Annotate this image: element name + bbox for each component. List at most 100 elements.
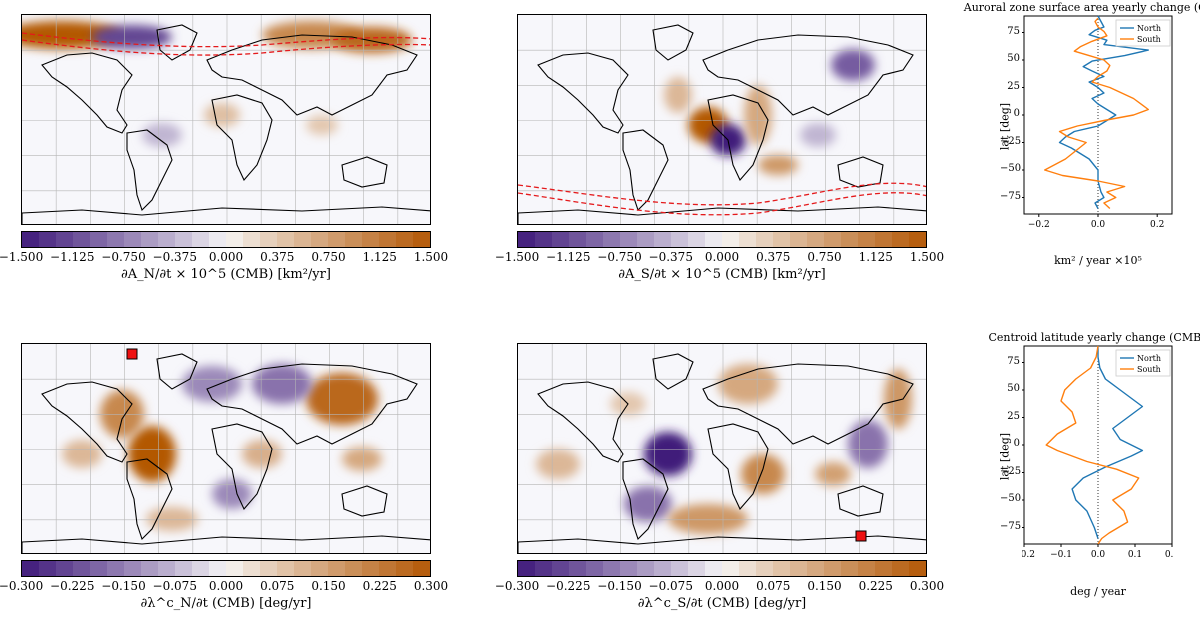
field-blob [744, 85, 772, 145]
colorbar-tick-as-8: 1.500 [909, 250, 945, 264]
colorbar-tick-as-4: 0.000 [704, 250, 740, 264]
coastlines [518, 353, 926, 553]
y-tick-label: 25 [1007, 410, 1020, 422]
y-tick-label: −75 [1000, 190, 1022, 202]
coastline [652, 353, 694, 390]
graticule [518, 15, 926, 224]
field-an [22, 21, 412, 147]
coastline [126, 129, 173, 212]
x-tick-label: 0.0 [1091, 220, 1106, 230]
coastline [537, 381, 629, 463]
coastlines [22, 353, 430, 553]
coastline [707, 423, 769, 511]
colorbar-tick-an-5: 0.375 [260, 250, 295, 264]
profile-area-xlabel: km² / year ×10⁵ [1054, 254, 1142, 267]
colorbar-tick-ln-3: −0.075 [152, 579, 197, 593]
colorbar-tick-as-0: −1.500 [494, 250, 540, 264]
series-line-south [1044, 17, 1150, 210]
colorbar-label-ls: ∂λ^c_S/∂t (CMB) [deg/yr] [637, 596, 807, 611]
map-as [517, 14, 927, 225]
coastline [22, 535, 430, 553]
coastline [156, 24, 198, 61]
colorbar-tick-ls-3: −0.075 [648, 579, 693, 593]
y-tick-label: −25 [1000, 465, 1022, 477]
y-tick-label: 75 [1007, 25, 1020, 37]
field-blob [758, 155, 798, 175]
colorbar-tick-as-1: −1.125 [546, 250, 591, 264]
series-line-north [1071, 346, 1144, 539]
colorbar-tick-ls-7: 0.225 [858, 579, 893, 593]
field-blob [332, 27, 412, 53]
colorbar-tick-an-6: 0.750 [311, 250, 346, 264]
coastline [341, 485, 388, 517]
y-tick-label: −50 [1000, 163, 1022, 174]
field-blob [204, 103, 240, 127]
field-blob [884, 369, 912, 429]
x-tick-label: 0.2 [1150, 220, 1164, 230]
colorbar-tick-ln-4: 0.000 [208, 579, 244, 593]
field-blob [306, 373, 378, 425]
field-blob [664, 77, 692, 113]
map-ls [517, 343, 927, 554]
coastline [156, 353, 198, 390]
coastline [41, 381, 133, 463]
coastline [652, 24, 694, 61]
coastline [211, 423, 273, 511]
field-blob [848, 420, 888, 468]
y-tick-label: 0 [1013, 108, 1020, 119]
profile-area-plot: −0.2 0.0 0.2 North South [1022, 15, 1173, 230]
colorbar-tick-an-8: 1.500 [413, 250, 449, 264]
y-tick-label: 50 [1007, 383, 1020, 394]
profile-centroid-ylabel: lat [deg] [998, 432, 1012, 481]
y-tick-label: 75 [1007, 355, 1020, 367]
y-tick-label: 50 [1007, 53, 1020, 64]
y-tick-label: −25 [1000, 135, 1022, 147]
y-tick-label: 0 [1013, 438, 1020, 449]
coastline [702, 34, 914, 116]
field-blob [741, 454, 785, 494]
map-as-canvas [518, 15, 926, 224]
colorbar-tick-ln-7: 0.225 [362, 579, 397, 593]
coastline [211, 94, 273, 182]
coastline [22, 206, 430, 224]
colorbar-ls [517, 560, 927, 577]
colorbar-tick-as-3: −0.375 [648, 250, 693, 264]
colorbar-tick-an-3: −0.375 [152, 250, 197, 264]
field-blob [182, 366, 242, 402]
coastline [707, 94, 769, 182]
field-blob [668, 504, 748, 534]
graticule [22, 15, 430, 224]
coastline [837, 156, 884, 188]
field-blob [146, 507, 198, 531]
centroid-marker [855, 530, 867, 542]
colorbar-tick-ls-6: 0.150 [807, 579, 842, 593]
coastline [837, 485, 884, 517]
coastline [622, 458, 669, 541]
legend: North South [1115, 19, 1171, 47]
field-blob [128, 426, 176, 482]
colorbar-tick-an-2: −0.750 [101, 250, 146, 264]
map-ln [21, 343, 431, 554]
field-blob [62, 440, 102, 468]
auroral-oval-south [518, 182, 926, 216]
series-line-south [1045, 345, 1140, 545]
coastline [622, 129, 669, 212]
field-ln [62, 364, 382, 531]
coastline [518, 535, 926, 553]
profile-centroid-title: Centroid latitude yearly change (CMB) [988, 331, 1200, 344]
x-tick-label: −0.2 [1022, 550, 1035, 560]
colorbar-tick-an-4: 0.000 [208, 250, 244, 264]
field-blob [800, 123, 836, 147]
field-blob [815, 462, 851, 486]
field-blob [100, 390, 144, 438]
colorbar-tick-ln-0: −0.300 [0, 579, 44, 593]
centroid-marker [126, 348, 138, 360]
colorbar-an [21, 231, 431, 248]
colorbar-tick-ls-1: −0.225 [546, 579, 591, 593]
colorbar-label-an: ∂A_N/∂t × 10^5 (CMB) [km²/yr] [121, 267, 331, 282]
legend-label-north: North [1137, 354, 1161, 363]
field-blob [831, 49, 875, 81]
colorbar-label-ln: ∂λ^c_N/∂t (CMB) [deg/yr] [140, 596, 312, 611]
coastline [206, 34, 418, 116]
field-blob [624, 486, 672, 522]
